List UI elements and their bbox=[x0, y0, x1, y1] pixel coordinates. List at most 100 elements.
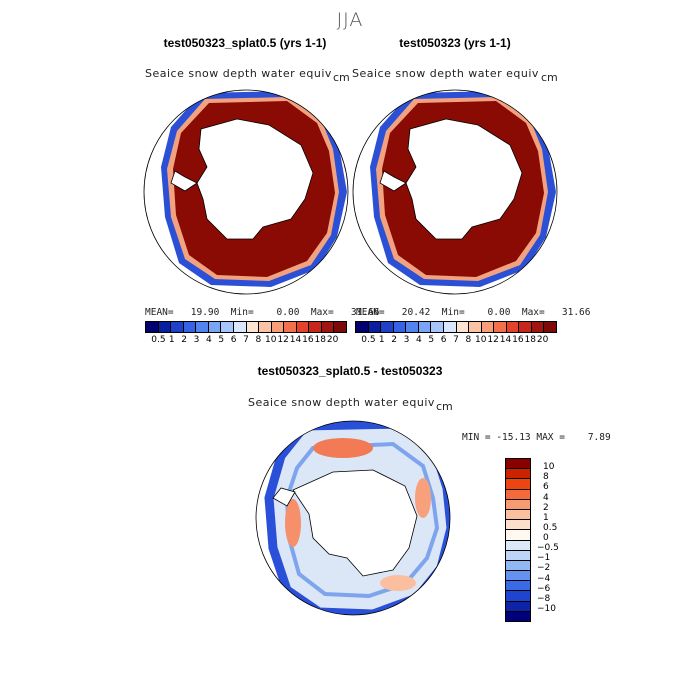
colorbar-tick-label: 8 bbox=[255, 335, 262, 345]
panel-1-stats: MEAN= 19.90 Min= 0.00 Max= 31.66 bbox=[145, 307, 380, 318]
colorbar-tick-label: 1 bbox=[543, 512, 549, 523]
colorbar-swatch bbox=[519, 322, 532, 332]
colorbar-tick-label: 6 bbox=[230, 335, 237, 345]
colorbar-swatch bbox=[221, 322, 234, 332]
diff-map bbox=[255, 420, 451, 616]
colorbar-tick-label: 0.5 bbox=[151, 335, 166, 345]
diff-colorbar bbox=[505, 458, 531, 622]
colorbar-tick-label: 4 bbox=[416, 335, 422, 345]
colorbar-tick-label: 14 bbox=[289, 335, 302, 345]
colorbar-tick-label: −0.5 bbox=[537, 543, 559, 554]
colorbar-tick-label: 4 bbox=[206, 335, 212, 345]
panel-1-unit: cm bbox=[333, 71, 350, 84]
colorbar-swatch bbox=[506, 550, 530, 561]
colorbar-swatch bbox=[381, 322, 394, 332]
colorbar-tick-label: 10 bbox=[475, 335, 487, 345]
colorbar-tick-label: 8 bbox=[543, 472, 549, 483]
colorbar-tick-label: 14 bbox=[499, 335, 512, 345]
colorbar-swatch bbox=[183, 322, 197, 332]
colorbar-tick-label: −10 bbox=[537, 603, 556, 614]
colorbar-swatch bbox=[506, 611, 530, 621]
colorbar-swatch bbox=[506, 581, 530, 592]
diff-positive-patch bbox=[380, 575, 416, 591]
colorbar-tick-label: 8 bbox=[465, 335, 472, 345]
colorbar-tick-label: −2 bbox=[537, 563, 551, 574]
panel-1-colorbar bbox=[145, 321, 347, 333]
colorbar-swatch bbox=[506, 499, 530, 510]
colorbar-swatch bbox=[443, 322, 457, 332]
colorbar-swatch bbox=[494, 322, 507, 332]
colorbar-swatch bbox=[506, 479, 530, 490]
colorbar-tick-label: 4 bbox=[543, 492, 549, 503]
colorbar-swatch bbox=[544, 322, 556, 332]
diff-variable: Seaice snow depth water equiv bbox=[248, 396, 435, 409]
colorbar-swatch bbox=[393, 322, 407, 332]
colorbar-swatch bbox=[506, 322, 520, 332]
colorbar-tick-label: 2 bbox=[181, 335, 187, 345]
colorbar-swatch bbox=[171, 322, 184, 332]
diff-positive-patch bbox=[285, 499, 301, 547]
diff-antarctica bbox=[292, 469, 418, 577]
colorbar-swatch bbox=[309, 322, 322, 332]
colorbar-tick-label: 18 bbox=[314, 335, 326, 345]
colorbar-swatch bbox=[334, 322, 346, 332]
panel-1-title: test050323_splat0.5 (yrs 1-1) bbox=[163, 36, 327, 50]
colorbar-swatch bbox=[284, 322, 297, 332]
colorbar-tick-label: 6 bbox=[543, 482, 549, 493]
colorbar-tick-label: 20 bbox=[536, 335, 549, 345]
panel-1-antarctica bbox=[196, 118, 314, 240]
colorbar-tick-label: 2 bbox=[543, 502, 549, 513]
colorbar-tick-label: −8 bbox=[537, 593, 551, 604]
colorbar-swatch bbox=[271, 322, 285, 332]
season-title: JJA bbox=[336, 9, 364, 31]
diff-unit: cm bbox=[436, 400, 453, 413]
diff-positive-patch bbox=[313, 438, 373, 458]
colorbar-swatch bbox=[506, 560, 530, 572]
panel-2-variable: Seaice snow depth water equiv bbox=[352, 67, 539, 80]
colorbar-swatch bbox=[531, 322, 545, 332]
colorbar-tick-label: 0.5 bbox=[361, 335, 376, 345]
colorbar-tick-label: 6 bbox=[440, 335, 447, 345]
colorbar-swatch bbox=[196, 322, 209, 332]
colorbar-swatch bbox=[456, 322, 470, 332]
colorbar-swatch bbox=[208, 322, 222, 332]
colorbar-tick-label: 20 bbox=[326, 335, 339, 345]
colorbar-tick-label: 5 bbox=[218, 335, 225, 345]
colorbar-swatch bbox=[321, 322, 335, 332]
colorbar-swatch bbox=[469, 322, 482, 332]
panel-1-map bbox=[143, 89, 349, 295]
colorbar-tick-label: 12 bbox=[277, 335, 289, 345]
colorbar-swatch bbox=[431, 322, 444, 332]
colorbar-tick-label: 16 bbox=[512, 335, 524, 345]
colorbar-swatch bbox=[506, 540, 530, 551]
colorbar-swatch bbox=[406, 322, 419, 332]
panel-2-peninsula bbox=[379, 170, 407, 192]
colorbar-tick-label: 3 bbox=[403, 335, 410, 345]
diff-title: test050323_splat0.5 - test050323 bbox=[257, 364, 443, 378]
panel-2-title: test050323 (yrs 1-1) bbox=[399, 36, 511, 50]
colorbar-swatch bbox=[506, 530, 530, 541]
colorbar-tick-label: 0 bbox=[543, 533, 549, 543]
colorbar-swatch bbox=[506, 520, 530, 531]
colorbar-tick-label: −6 bbox=[537, 583, 551, 594]
colorbar-swatch bbox=[506, 459, 530, 470]
colorbar-swatch bbox=[506, 489, 530, 500]
colorbar-swatch bbox=[246, 322, 260, 332]
colorbar-tick-label: 7 bbox=[243, 335, 249, 345]
colorbar-swatch bbox=[506, 591, 530, 602]
colorbar-swatch bbox=[296, 322, 310, 332]
diff-stats: MIN = -15.13 MAX = 7.89 bbox=[462, 432, 611, 443]
colorbar-swatch bbox=[481, 322, 495, 332]
panel-1-colorbar-ticks: 0.5 1 2 3 4 5 6 7 8 10 12 14 16 18 20 bbox=[145, 335, 339, 345]
colorbar-swatch bbox=[233, 322, 247, 332]
colorbar-swatch bbox=[418, 322, 432, 332]
colorbar-tick-label: 1 bbox=[378, 335, 385, 345]
colorbar-swatch bbox=[368, 322, 382, 332]
colorbar-tick-label: 3 bbox=[193, 335, 200, 345]
colorbar-tick-label: 2 bbox=[391, 335, 397, 345]
colorbar-tick-label: 1 bbox=[168, 335, 175, 345]
colorbar-swatch bbox=[506, 571, 530, 582]
colorbar-tick-label: −4 bbox=[537, 573, 551, 584]
colorbar-tick-label: 0.5 bbox=[543, 522, 558, 533]
panel-1-variable: Seaice snow depth water equiv bbox=[145, 67, 332, 80]
